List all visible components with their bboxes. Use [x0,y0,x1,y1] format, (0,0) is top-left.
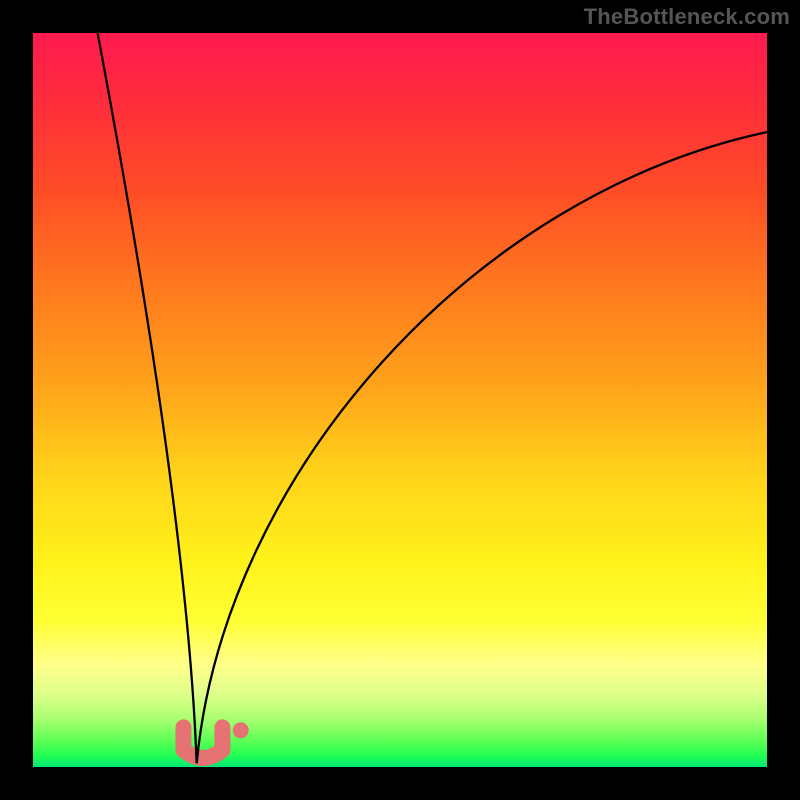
bottleneck-chart [0,0,800,800]
watermark-text: TheBottleneck.com [584,4,790,30]
heat-gradient-background [33,33,767,767]
u-marker-dot [233,722,249,738]
figure-root: TheBottleneck.com [0,0,800,800]
